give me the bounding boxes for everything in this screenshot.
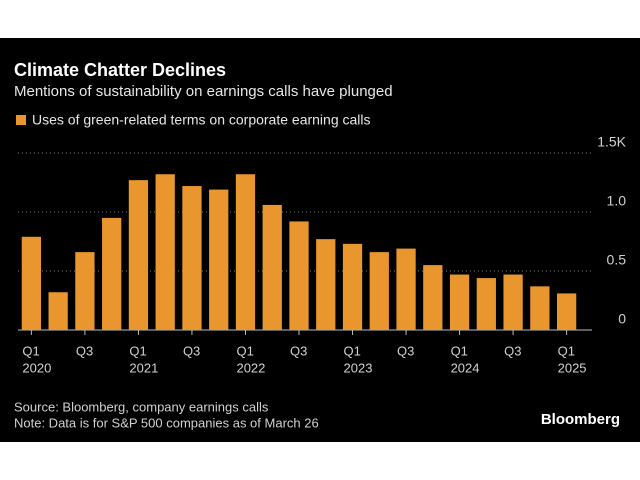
bar — [182, 186, 202, 330]
x-year-label: 2024 — [451, 360, 480, 375]
x-tick-label: Q1 — [22, 343, 39, 358]
bar — [530, 286, 550, 330]
x-year-label: 2025 — [558, 360, 587, 375]
bar — [503, 274, 523, 330]
x-tick-label: Q3 — [504, 343, 521, 358]
legend-swatch — [16, 115, 26, 125]
x-tick-label: Q1 — [451, 343, 468, 358]
x-tick-label: Q1 — [344, 343, 361, 358]
bar — [316, 239, 336, 330]
x-tick-label: Q3 — [397, 343, 414, 358]
x-tick-label: Q1 — [236, 343, 253, 358]
chart-subtitle: Mentions of sustainability on earnings c… — [14, 83, 393, 100]
x-year-label: 2021 — [129, 360, 158, 375]
bar — [423, 265, 443, 330]
bar — [289, 221, 309, 330]
bar — [449, 274, 470, 330]
x-year-label: 2022 — [236, 360, 265, 375]
y-tick-label: 0.5 — [607, 252, 627, 268]
bar — [476, 278, 496, 330]
bar — [556, 293, 577, 330]
bar — [102, 217, 122, 330]
x-year-label: 2020 — [22, 360, 51, 375]
y-tick-label: 1.5K — [597, 134, 626, 150]
bar — [21, 236, 42, 330]
bar — [396, 248, 416, 330]
x-tick-label: Q1 — [558, 343, 575, 358]
bar — [48, 292, 68, 330]
bar — [128, 180, 149, 330]
x-year-label: 2023 — [344, 360, 373, 375]
legend-label: Uses of green-related terms on corporate… — [32, 112, 371, 128]
note: Note: Data is for S&P 500 companies as o… — [14, 415, 319, 430]
x-tick-label: Q3 — [76, 343, 93, 358]
bar — [155, 174, 175, 330]
x-tick-label: Q3 — [290, 343, 307, 358]
x-tick-label: Q3 — [183, 343, 200, 358]
bar — [262, 204, 282, 330]
chart-title: Climate Chatter Declines — [14, 60, 226, 80]
y-tick-label: 0 — [618, 311, 626, 327]
brand: Bloomberg — [541, 411, 620, 428]
x-tick-label: Q1 — [129, 343, 146, 358]
y-tick-label: 1.0 — [607, 193, 627, 209]
bar — [209, 189, 229, 330]
bar — [369, 252, 389, 330]
bar — [235, 174, 256, 330]
bar — [342, 243, 363, 330]
bar — [75, 252, 95, 330]
source: Source: Bloomberg, company earnings call… — [14, 399, 269, 414]
